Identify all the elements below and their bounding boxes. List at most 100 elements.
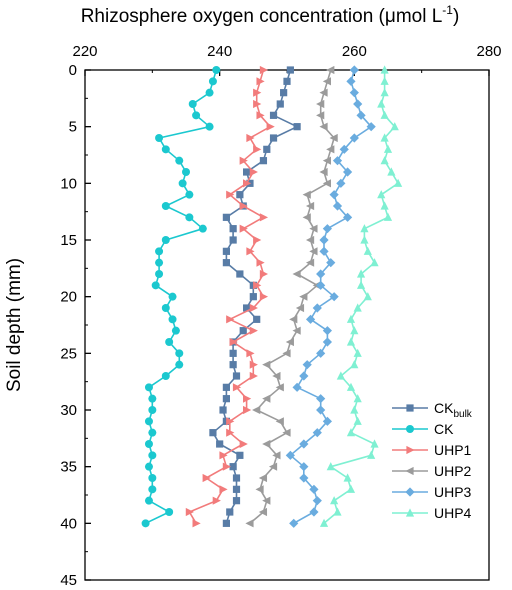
data-point-uhp1 [202,473,211,483]
series-ck [141,66,221,528]
data-point-uhp1 [259,213,269,222]
data-point-uhp4 [356,280,366,289]
data-point-uhp3 [356,110,366,120]
data-point-ck-bulk [232,474,241,482]
data-point-uhp3 [366,122,376,132]
data-point-uhp2 [282,349,291,358]
data-point-uhp2 [305,201,315,211]
data-point-uhp2 [319,88,328,97]
data-point-ck-bulk [286,66,294,74]
data-point-uhp3 [346,76,356,86]
data-point-uhp1 [192,519,201,528]
data-point-uhp3 [329,190,339,200]
data-point-uhp3 [349,65,359,75]
data-point-uhp2 [262,394,271,403]
data-point-uhp2 [255,485,264,494]
data-point-uhp1 [259,65,269,75]
legend-marker [406,404,414,412]
data-point-uhp4 [326,462,335,471]
data-point-uhp4 [383,212,393,221]
data-point-ck-bulk [253,315,261,323]
y-tick-label: 20 [60,289,77,306]
x-axis-title: Rhizosphere oxygen concentration (μmol L… [81,3,460,27]
data-point-uhp1 [246,133,255,143]
data-point-uhp3 [336,178,346,188]
data-point-ck [155,247,164,256]
data-point-ck-bulk [232,497,241,505]
data-point-ck [155,270,164,278]
data-point-uhp2 [309,247,318,256]
plot-frame [84,69,490,581]
data-point-ck-bulk [232,372,241,380]
data-point-uhp1 [249,326,258,335]
data-point-uhp2 [316,99,325,109]
data-point-uhp1 [253,88,262,97]
data-point-ck-bulk [209,429,217,437]
data-point-uhp1 [249,371,258,381]
y-tick-label: 35 [60,459,77,476]
data-point-uhp4 [350,360,359,369]
data-point-ck-bulk [269,111,278,119]
data-point-uhp2 [262,439,271,449]
data-point-uhp4 [383,144,393,153]
data-point-uhp3 [292,382,302,392]
data-point-uhp1 [256,77,265,86]
data-point-ck [148,428,157,437]
data-point-ck-bulk [269,134,278,142]
legend-marker [406,445,415,455]
data-point-uhp3 [319,246,329,256]
data-point-uhp2 [258,507,268,517]
data-point-uhp4 [356,269,366,278]
data-point-uhp1 [219,451,228,460]
data-point-uhp4 [319,518,329,527]
data-point-ck-bulk [236,270,244,278]
y-tick-label: 45 [60,572,77,589]
data-point-ck [175,156,184,165]
data-point-uhp3 [326,258,336,268]
data-point-uhp2 [295,303,305,313]
data-point-uhp3 [322,416,332,426]
data-point-uhp2 [262,360,271,369]
data-point-ck-bulk [229,463,237,471]
data-point-uhp4 [370,439,379,448]
series-layer [141,65,403,528]
legend-marker [405,508,415,517]
legend-label: UHP2 [434,463,472,479]
data-point-uhp1 [253,235,262,245]
data-point-uhp2 [322,77,331,86]
series-uhp1 [185,65,275,528]
data-point-uhp2 [258,473,268,483]
data-point-uhp3 [299,371,309,381]
series-line-uhp1 [188,69,272,524]
data-point-uhp1 [249,360,258,369]
data-point-ck-bulk [229,349,237,357]
data-point-uhp3 [322,337,332,347]
y-tick-label: 0 [69,62,77,79]
data-point-uhp4 [330,496,339,505]
data-point-uhp4 [394,178,403,187]
data-point-ck [185,213,194,222]
data-point-ck-bulk [236,451,244,459]
data-point-uhp1 [239,439,248,449]
data-point-ck-bulk [280,89,288,97]
data-point-ck-bulk [222,395,230,403]
data-point-uhp1 [226,417,235,426]
data-point-uhp4 [363,292,372,301]
data-point-uhp3 [299,439,309,449]
data-point-ck-bulk [229,225,237,233]
data-point-ck [175,349,184,358]
data-point-ck [165,338,174,346]
data-point-ck [144,496,153,505]
data-point-ck-bulk [229,361,237,369]
data-point-uhp1 [256,111,265,120]
data-point-uhp4 [380,156,389,165]
data-point-uhp4 [370,258,379,267]
series-uhp3 [285,65,376,528]
x-axis-title-sup: -1 [442,3,453,17]
data-point-ck-bulk [222,383,230,391]
data-point-ck [198,224,207,233]
data-point-ck-bulk [216,440,224,448]
data-point-ck [148,451,157,460]
x-axis-title-main: Rhizosphere oxygen concentration (μmol L [81,6,443,27]
data-point-uhp1 [219,485,228,494]
